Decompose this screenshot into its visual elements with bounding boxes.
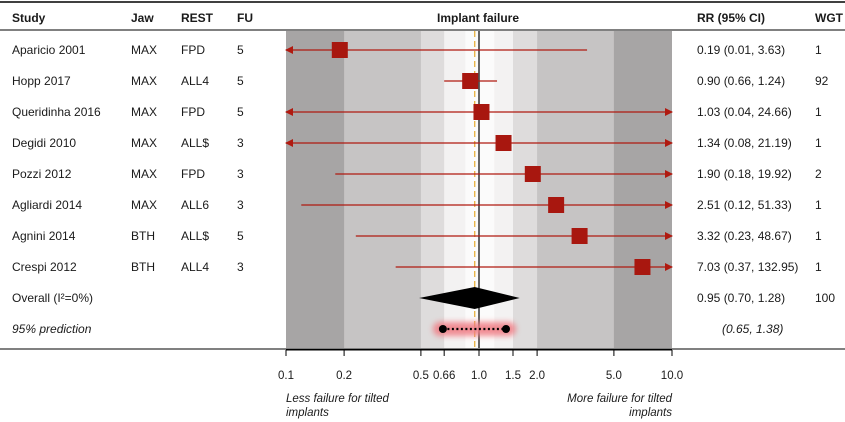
- plot-title: Implant failure: [437, 11, 519, 25]
- overall-label: Overall (I²=0%): [12, 291, 93, 305]
- x-tick-label: 1.5: [505, 370, 521, 382]
- row-jaw: MAX: [131, 43, 157, 57]
- x-tick-label: 0.5: [413, 370, 429, 382]
- row-rest: FPD: [181, 43, 205, 57]
- row-jaw: BTH: [131, 229, 155, 243]
- row-rr: 3.32 (0.23, 48.67): [697, 229, 792, 243]
- row-fu: 3: [237, 260, 244, 274]
- row-rest: ALL6: [181, 198, 209, 212]
- overall-rr: 0.95 (0.70, 1.28): [697, 291, 785, 305]
- row-fu: 3: [237, 198, 244, 212]
- point-estimate: [331, 42, 348, 58]
- row-wgt: 1: [815, 229, 822, 243]
- row-fu: 5: [237, 74, 244, 88]
- row-rr: 7.03 (0.37, 132.95): [697, 260, 798, 274]
- point-estimate: [524, 166, 541, 182]
- prediction-lower-dot: [438, 325, 447, 333]
- row-jaw: MAX: [131, 198, 157, 212]
- header-fu: FU: [237, 11, 253, 25]
- row-study: Agnini 2014: [12, 229, 76, 243]
- left-note-line1: Less failure for tilted: [286, 393, 390, 405]
- row-fu: 5: [237, 43, 244, 57]
- study-rows: Aparicio 2001 MAX FPD 5 0.19 (0.01, 3.63) 1 Ho…: [12, 43, 829, 274]
- row-wgt: 1: [815, 260, 822, 274]
- overall-wgt: 100: [815, 291, 835, 305]
- row-fu: 5: [237, 229, 244, 243]
- prediction-upper-dot: [501, 325, 510, 333]
- row-jaw: BTH: [131, 260, 155, 274]
- x-axis: 0.1 0.2 0.5 0.66 1.0 1.5 2.0 5.0 10.0: [278, 349, 683, 382]
- row-rest: FPD: [181, 105, 205, 119]
- row-rest: ALL4: [181, 260, 209, 274]
- row-wgt: 1: [815, 198, 822, 212]
- row-fu: 3: [237, 136, 244, 150]
- x-tick-label: 10.0: [661, 370, 683, 382]
- row-study: Agliardi 2014: [12, 198, 82, 212]
- row-rr: 1.34 (0.08, 21.19): [697, 136, 792, 150]
- left-note-line2: implants: [286, 407, 329, 419]
- point-estimate: [571, 228, 588, 244]
- x-tick-label: 1.0: [471, 370, 487, 382]
- overall-diamond: [419, 287, 520, 309]
- row-rest: ALL$: [181, 229, 209, 243]
- header-jaw: Jaw: [131, 11, 154, 25]
- row-rr: 2.51 (0.12, 51.33): [697, 198, 792, 212]
- row-rest: FPD: [181, 167, 205, 181]
- point-estimate: [634, 259, 651, 275]
- row-rest: ALL$: [181, 136, 209, 150]
- header-study: Study: [12, 11, 46, 25]
- row-rr: 1.90 (0.18, 19.92): [697, 167, 792, 181]
- row-wgt: 92: [815, 74, 829, 88]
- point-estimate: [548, 197, 565, 213]
- row-jaw: MAX: [131, 136, 157, 150]
- x-tick-label: 2.0: [529, 370, 545, 382]
- row-study: Degidi 2010: [12, 136, 76, 150]
- row-wgt: 2: [815, 167, 822, 181]
- row-rr: 0.19 (0.01, 3.63): [697, 43, 785, 57]
- row-rest: ALL4: [181, 74, 209, 88]
- row-study: Pozzi 2012: [12, 167, 72, 181]
- header-rest: REST: [181, 11, 214, 25]
- row-jaw: MAX: [131, 74, 157, 88]
- row-rr: 0.90 (0.66, 1.24): [697, 74, 785, 88]
- prediction-rr: (0.65, 1.38): [722, 322, 783, 336]
- row-wgt: 1: [815, 136, 822, 150]
- point-estimate: [495, 135, 512, 151]
- point-estimate: [473, 104, 490, 120]
- x-tick-label: 0.1: [278, 370, 294, 382]
- header-wgt: WGT: [815, 11, 844, 25]
- row-fu: 5: [237, 105, 244, 119]
- row-rr: 1.03 (0.04, 24.66): [697, 105, 792, 119]
- point-estimate: [462, 73, 479, 89]
- row-study: Aparicio 2001: [12, 43, 86, 57]
- row-wgt: 1: [815, 105, 822, 119]
- x-tick-label: 0.66: [433, 370, 455, 382]
- row-jaw: MAX: [131, 167, 157, 181]
- row-jaw: MAX: [131, 105, 157, 119]
- right-note-line2: implants: [629, 407, 672, 419]
- prediction-label: 95% prediction: [12, 322, 92, 336]
- row-study: Queridinha 2016: [12, 105, 101, 119]
- header-rr: RR (95% CI): [697, 11, 765, 25]
- row-wgt: 1: [815, 43, 822, 57]
- row-study: Crespi 2012: [12, 260, 77, 274]
- study-marks: [285, 42, 673, 336]
- row-fu: 3: [237, 167, 244, 181]
- x-tick-label: 5.0: [606, 370, 622, 382]
- right-note-line1: More failure for tilted: [567, 393, 672, 405]
- row-study: Hopp 2017: [12, 74, 71, 88]
- x-tick-label: 0.2: [336, 370, 352, 382]
